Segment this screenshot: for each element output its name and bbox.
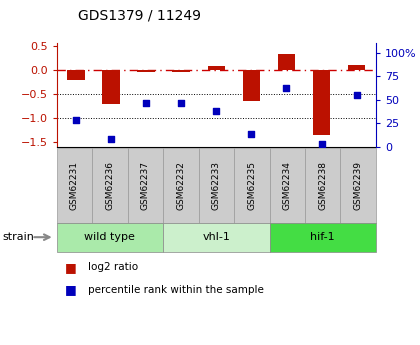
Text: ■: ■: [65, 283, 77, 296]
Bar: [67, 70, 85, 80]
Text: GSM62232: GSM62232: [176, 161, 185, 210]
Text: GSM62235: GSM62235: [247, 161, 256, 210]
Bar: [137, 70, 155, 72]
Point: [108, 136, 114, 142]
Text: ■: ■: [65, 261, 77, 274]
Bar: [102, 70, 120, 104]
Text: hif-1: hif-1: [310, 232, 335, 242]
Bar: [278, 54, 295, 70]
Point: [143, 101, 150, 106]
Point: [283, 86, 290, 91]
Text: log2 ratio: log2 ratio: [88, 263, 138, 272]
Bar: [207, 66, 225, 70]
Bar: [313, 70, 330, 135]
Text: strain: strain: [2, 232, 34, 242]
Text: vhl-1: vhl-1: [202, 232, 230, 242]
Point: [248, 132, 255, 137]
Point: [213, 108, 220, 114]
Text: GSM62237: GSM62237: [141, 161, 150, 210]
Text: GSM62238: GSM62238: [318, 161, 327, 210]
Text: GSM62233: GSM62233: [212, 161, 221, 210]
Bar: [243, 70, 260, 101]
Text: GSM62236: GSM62236: [105, 161, 114, 210]
Text: GSM62234: GSM62234: [283, 161, 292, 210]
Text: GSM62239: GSM62239: [354, 161, 362, 210]
Point: [178, 101, 184, 106]
Text: GSM62231: GSM62231: [70, 161, 79, 210]
Point: [353, 92, 360, 98]
Bar: [348, 65, 365, 70]
Text: wild type: wild type: [84, 232, 135, 242]
Text: percentile rank within the sample: percentile rank within the sample: [88, 285, 264, 295]
Bar: [173, 70, 190, 72]
Point: [73, 118, 79, 123]
Text: GDS1379 / 11249: GDS1379 / 11249: [78, 8, 201, 22]
Point: [318, 141, 325, 147]
